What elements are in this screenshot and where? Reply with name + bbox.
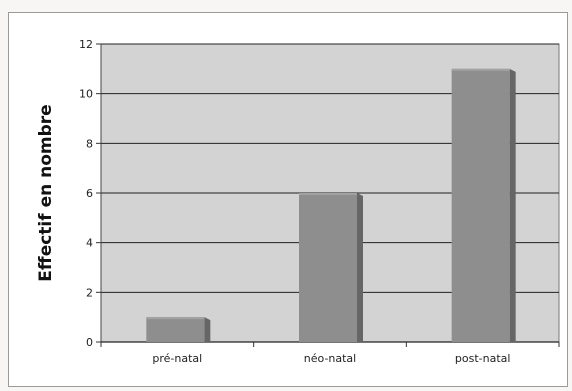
y-tick-labels: 0 2 4 6 8 10 12 [79,38,101,349]
bar-side [204,317,211,342]
x-tick-labels: pré-natal néo-natal post-natal [100,342,560,365]
y-tick-label: 6 [86,187,93,200]
bar-side [509,68,516,343]
y-tick-label: 10 [79,88,93,101]
y-tick-label: 2 [86,286,93,299]
bar [146,317,205,342]
bar-chart: 0 2 4 6 8 10 12 pré-natal néo-natal post-natal E… [36,38,560,365]
bar-side [357,193,363,342]
y-tick-label: 8 [86,137,93,150]
bars [146,68,516,343]
y-tick-label: 0 [86,336,93,349]
y-tick-label: 4 [86,237,93,250]
bar [299,193,357,342]
bar [451,68,510,343]
chart-frame: 0 2 4 6 8 10 12 pré-natal néo-natal post-natal E… [8,12,568,387]
bar-top [146,317,205,320]
y-tick-label: 12 [79,38,93,51]
bar-top [451,68,510,71]
bar-top [299,193,357,195]
x-tick-label: pré-natal [152,352,202,365]
x-tick-label: post-natal [455,352,511,365]
y-axis-label: Effectif en nombre [36,104,56,281]
x-tick-label: néo-natal [304,352,356,365]
